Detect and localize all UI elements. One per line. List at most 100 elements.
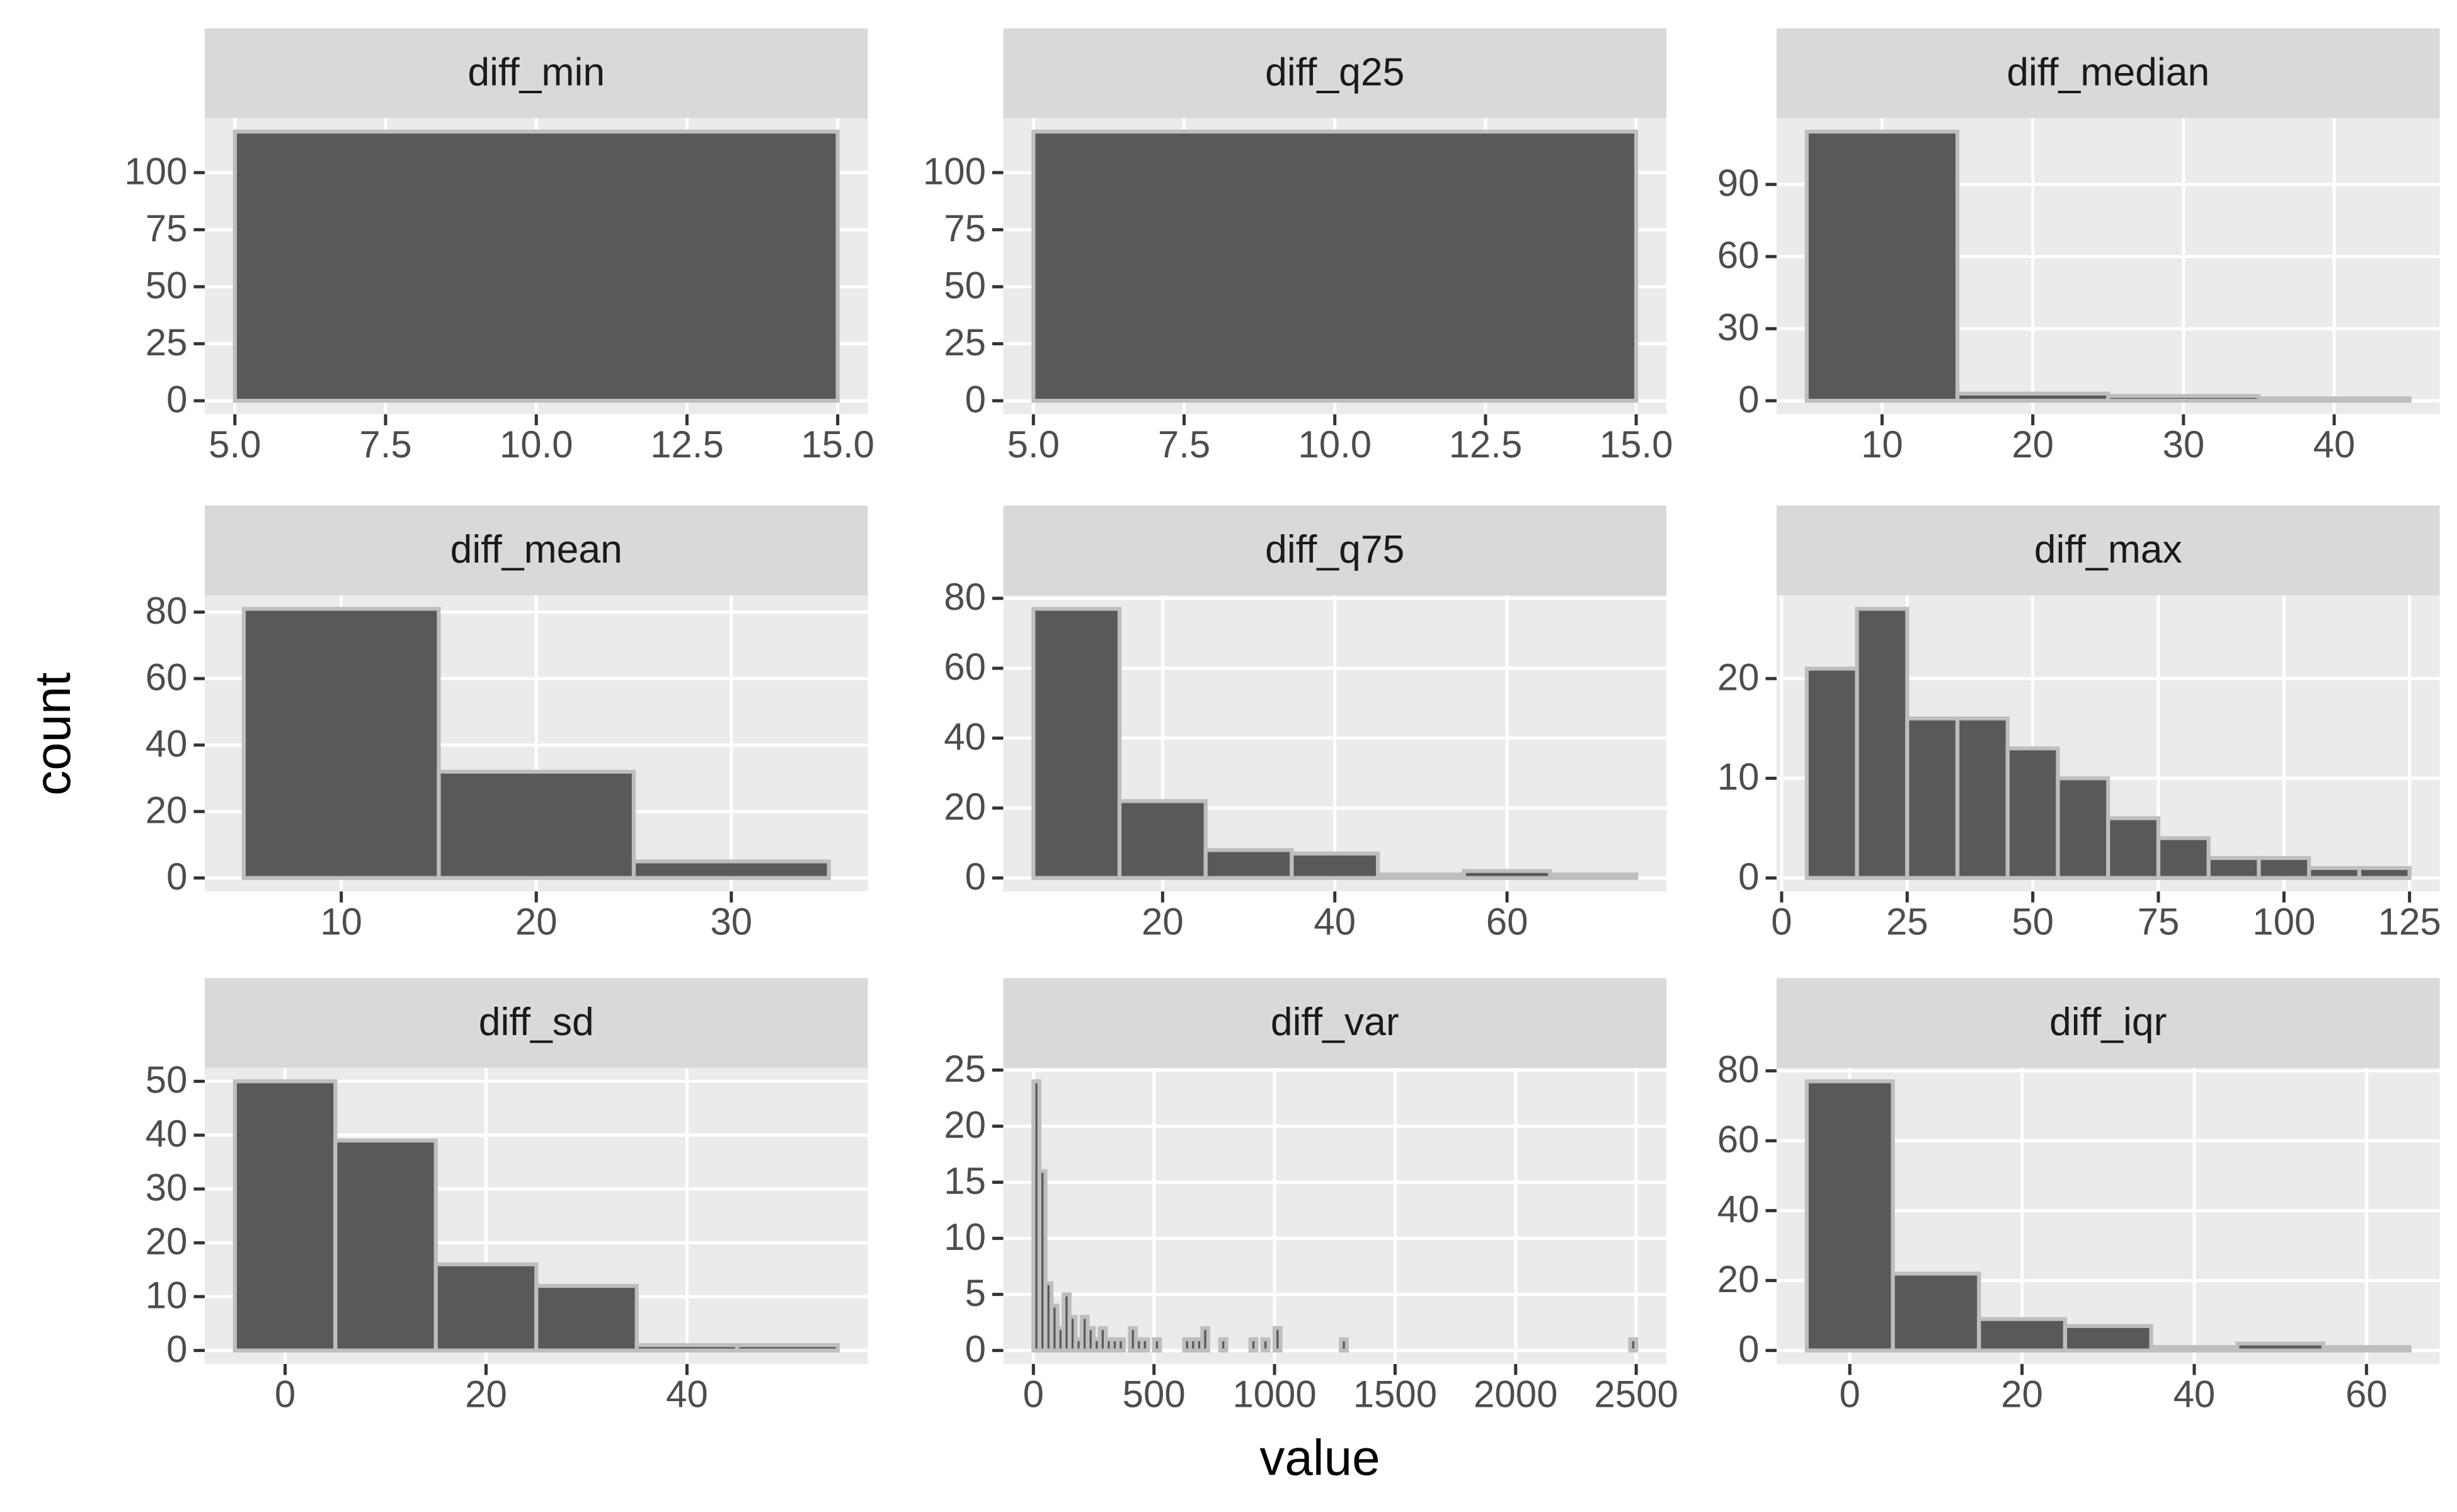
x-tick-label: 7.5 <box>1158 423 1210 466</box>
x-tick-label: 0 <box>275 1373 295 1415</box>
y-tick-label: 15 <box>944 1160 986 1202</box>
y-tick-label: 30 <box>146 1167 188 1209</box>
y-tick-label: 0 <box>965 856 986 898</box>
bar <box>232 1079 338 1353</box>
y-tick-label: 60 <box>944 646 986 688</box>
bar <box>1290 851 1380 880</box>
bar <box>1031 129 1639 403</box>
y-tick-label: 60 <box>1717 234 1760 277</box>
y-tick-label: 5 <box>965 1272 986 1314</box>
strip <box>1777 978 2440 1068</box>
bar <box>1200 1326 1210 1353</box>
x-tick-label: 20 <box>2012 423 2054 466</box>
y-tick-label: 10 <box>944 1216 986 1258</box>
x-tick-label: 100 <box>2252 900 2315 942</box>
bar <box>2206 856 2261 880</box>
y-tick-label: 20 <box>146 1220 188 1263</box>
y-tick-label: 50 <box>146 1059 188 1101</box>
bar <box>437 769 636 880</box>
y-tick-label: 0 <box>965 378 986 420</box>
x-tick-label: 25 <box>1886 900 1928 942</box>
x-tick-label: 20 <box>465 1373 507 1415</box>
x-tick-label: 20 <box>2001 1373 2043 1415</box>
bar <box>1260 1337 1271 1353</box>
x-tick-label: 7.5 <box>359 423 411 466</box>
x-tick-label: 0 <box>1771 900 1792 942</box>
bar <box>2056 776 2110 880</box>
y-tick-label: 0 <box>166 856 187 898</box>
panel-title: diff_max <box>2034 527 2182 571</box>
bar <box>2106 394 2261 403</box>
y-tick-label: 40 <box>146 1113 188 1155</box>
x-tick-label: 10.0 <box>500 423 573 466</box>
bar <box>1272 1326 1283 1353</box>
x-tick-label: 50 <box>2012 900 2054 942</box>
panel-background <box>1003 1068 1666 1364</box>
panel-title: diff_sd <box>479 1000 594 1044</box>
x-tick-label: 30 <box>2162 423 2204 466</box>
bar <box>2149 1344 2240 1353</box>
bar <box>433 1262 539 1353</box>
x-tick-label: 40 <box>666 1373 708 1415</box>
x-tick-label: 0 <box>1839 1373 1860 1415</box>
panel-title: diff_iqr <box>2049 1000 2167 1044</box>
y-tick-label: 10 <box>146 1274 188 1317</box>
bar <box>634 1343 740 1353</box>
y-tick-label: 0 <box>1738 856 1759 898</box>
strip <box>1777 28 2440 118</box>
y-tick-label: 0 <box>166 1328 187 1370</box>
y-tick-label: 80 <box>944 576 986 618</box>
y-tick-label: 40 <box>1717 1188 1760 1230</box>
y-tick-label: 0 <box>965 1328 986 1370</box>
bar <box>1891 1271 1981 1353</box>
y-tick-label: 30 <box>1717 306 1760 348</box>
bar <box>2257 396 2412 403</box>
bar <box>1955 391 2110 403</box>
y-tick-label: 0 <box>1738 378 1759 420</box>
bar <box>2156 836 2211 880</box>
y-tick-label: 20 <box>1717 1258 1760 1300</box>
y-tick-label: 60 <box>146 656 188 698</box>
bar <box>1462 869 1552 880</box>
x-tick-label: 40 <box>1314 900 1356 942</box>
y-tick-label: 25 <box>146 321 188 364</box>
bar <box>333 1138 438 1353</box>
x-tick-label: 75 <box>2138 900 2180 942</box>
x-tick-label: 60 <box>1486 900 1528 942</box>
x-tick-label: 1000 <box>1232 1373 1316 1415</box>
x-tick-label: 5.0 <box>209 423 261 466</box>
y-axis-title: count <box>25 672 81 796</box>
x-tick-label: 12.5 <box>1449 423 1523 466</box>
y-tick-label: 75 <box>146 207 188 249</box>
panel-title: diff_min <box>467 50 605 94</box>
y-tick-label: 20 <box>944 1104 986 1146</box>
bar <box>1116 1337 1126 1353</box>
bar <box>534 1283 639 1353</box>
strip <box>205 28 868 118</box>
x-tick-label: 10 <box>1861 423 1903 466</box>
y-tick-label: 0 <box>1738 1328 1759 1370</box>
bar <box>1804 129 1960 403</box>
y-tick-label: 25 <box>944 1048 986 1090</box>
x-axis-title: value <box>1259 1429 1380 1486</box>
x-tick-label: 10.0 <box>1298 423 1372 466</box>
bar <box>241 607 441 880</box>
y-tick-label: 20 <box>146 789 188 831</box>
panel-title: diff_median <box>2007 50 2209 94</box>
bar <box>232 129 840 403</box>
bar <box>2357 866 2412 880</box>
panel-title: diff_var <box>1271 1000 1399 1044</box>
bar <box>1855 607 1910 880</box>
bar <box>1203 848 1294 880</box>
bar <box>1117 799 1208 880</box>
x-tick-label: 40 <box>2313 423 2356 466</box>
bar <box>1152 1337 1162 1353</box>
y-tick-label: 40 <box>146 723 188 765</box>
bar <box>1339 1337 1349 1353</box>
y-tick-label: 50 <box>146 264 188 306</box>
x-tick-label: 40 <box>2174 1373 2216 1415</box>
x-tick-label: 125 <box>2378 900 2441 942</box>
x-tick-label: 12.5 <box>650 423 724 466</box>
bar <box>2321 1344 2412 1353</box>
